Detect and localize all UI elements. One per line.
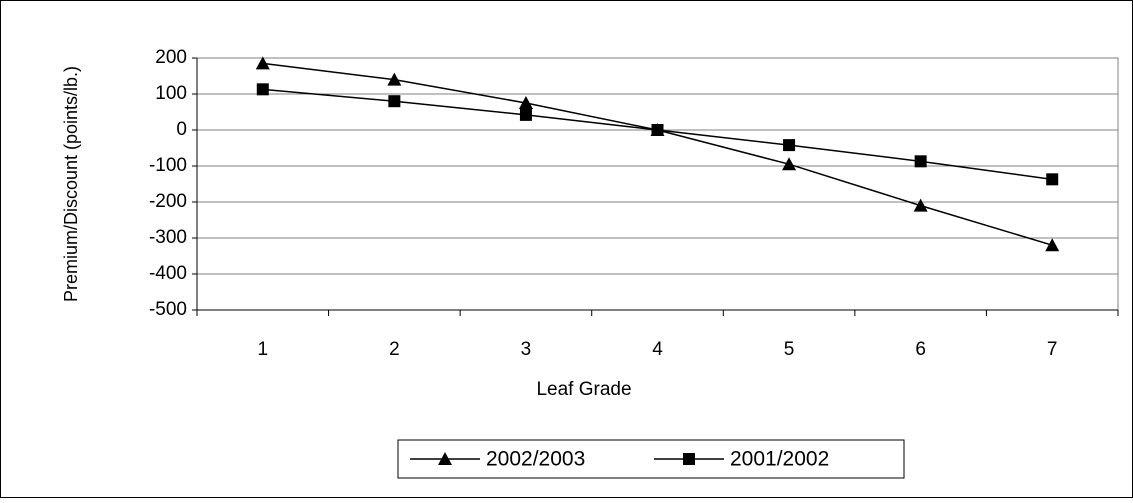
marker-square (256, 83, 269, 96)
marker-square (519, 108, 532, 121)
y-tick-label: -300 (149, 227, 187, 248)
y-tick-label: -100 (149, 155, 187, 176)
y-tick-label: 200 (155, 47, 187, 68)
legend-box (397, 439, 905, 479)
y-tick-label: -500 (149, 299, 187, 320)
marker-square (683, 453, 695, 465)
y-tick-label: -200 (149, 191, 187, 212)
legend-label: 2001/2002 (730, 448, 829, 471)
x-tick-label: 4 (652, 339, 663, 360)
x-tick-label: 2 (389, 339, 400, 360)
marker-square (651, 124, 664, 136)
marker-triangle (518, 96, 533, 109)
y-tick-label: -400 (149, 263, 187, 284)
y-axis-title: Premium/Discount (points/lb.) (61, 66, 81, 302)
legend-label: 2002/2003 (486, 448, 585, 471)
marker-triangle (255, 56, 270, 70)
x-tick-label: 6 (915, 339, 926, 360)
x-tick-label: 7 (1047, 339, 1058, 360)
x-axis-title: Leaf Grade (536, 379, 631, 400)
marker-square (388, 95, 401, 108)
y-tick-label: 100 (155, 83, 187, 104)
marker-square (783, 139, 796, 152)
marker-triangle (913, 198, 928, 212)
marker-triangle (387, 72, 402, 86)
marker-square (1046, 173, 1059, 186)
x-tick-label: 5 (784, 339, 795, 360)
marker-triangle (782, 157, 797, 171)
y-tick-label: 0 (176, 119, 187, 140)
marker-triangle (1045, 238, 1060, 252)
x-tick-label: 3 (521, 339, 532, 360)
marker-square (914, 155, 927, 168)
marker-triangle (438, 452, 452, 465)
x-tick-label: 1 (257, 339, 268, 360)
